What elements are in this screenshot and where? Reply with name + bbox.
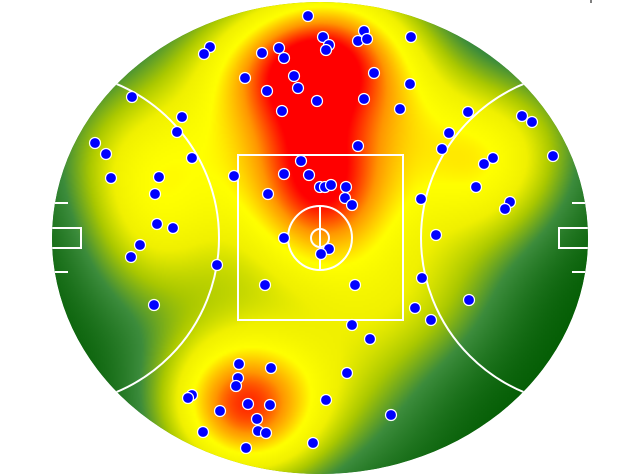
data-point-50: [261, 187, 275, 201]
data-point-28: [170, 125, 184, 139]
data-point-90: [306, 436, 320, 450]
left-50m-arc: [52, 70, 220, 406]
data-point-7: [319, 43, 333, 57]
data-point-5: [404, 30, 418, 44]
data-point-42: [277, 167, 291, 181]
data-point-65: [415, 271, 429, 285]
data-point-81: [319, 393, 333, 407]
data-point-78: [229, 379, 243, 393]
data-point-63: [124, 250, 138, 264]
data-point-60: [133, 238, 147, 252]
data-point-21: [125, 90, 139, 104]
right-goal-square: [558, 227, 588, 249]
data-point-18: [403, 77, 417, 91]
data-point-25: [175, 110, 189, 124]
data-point-89: [196, 425, 210, 439]
data-point-38: [294, 154, 308, 168]
data-point-67: [348, 278, 362, 292]
data-point-75: [264, 361, 278, 375]
data-point-59: [429, 228, 443, 242]
data-point-88: [259, 426, 273, 440]
data-point-22: [393, 102, 407, 116]
data-point-68: [462, 293, 476, 307]
data-point-44: [469, 180, 483, 194]
data-point-31: [99, 147, 113, 161]
data-point-57: [166, 221, 180, 235]
data-point-71: [424, 313, 438, 327]
data-point-77: [340, 366, 354, 380]
data-point-86: [250, 412, 264, 426]
data-point-20: [357, 92, 371, 106]
right-50m-arc: [420, 70, 588, 406]
centre-square: [237, 154, 404, 321]
points-layer: [88, 9, 560, 455]
data-point-53: [414, 192, 428, 206]
data-point-58: [277, 231, 291, 245]
data-point-72: [345, 318, 359, 332]
data-point-19: [310, 94, 324, 108]
data-point-43: [302, 168, 316, 182]
data-point-70: [408, 301, 422, 315]
data-point-2: [316, 30, 330, 44]
data-point-24: [461, 105, 475, 119]
data-point-16: [260, 84, 274, 98]
data-point-15: [238, 71, 252, 85]
data-point-41: [227, 169, 241, 183]
data-point-66: [258, 278, 272, 292]
data-point-55: [498, 202, 512, 216]
data-point-36: [477, 157, 491, 171]
data-point-52: [345, 198, 359, 212]
data-point-82: [241, 397, 255, 411]
data-point-91: [239, 441, 253, 455]
data-point-73: [363, 332, 377, 346]
data-point-26: [515, 109, 529, 123]
data-point-62: [314, 247, 328, 261]
data-point-49: [148, 187, 162, 201]
data-point-64: [210, 258, 224, 272]
data-point-4: [360, 32, 374, 46]
data-point-69: [147, 298, 161, 312]
data-point-32: [351, 139, 365, 153]
data-point-13: [367, 66, 381, 80]
data-point-33: [435, 142, 449, 156]
data-point-35: [486, 151, 500, 165]
data-point-10: [197, 47, 211, 61]
data-point-47: [324, 178, 338, 192]
data-point-0: [301, 9, 315, 23]
data-point-84: [213, 404, 227, 418]
left-goal-square: [52, 227, 82, 249]
data-point-29: [442, 126, 456, 140]
data-point-56: [150, 217, 164, 231]
data-point-48: [339, 180, 353, 194]
data-point-39: [104, 171, 118, 185]
data-point-14: [287, 69, 301, 83]
data-point-85: [384, 408, 398, 422]
data-point-40: [152, 170, 166, 184]
data-point-34: [546, 149, 560, 163]
data-point-11: [255, 46, 269, 60]
data-point-74: [232, 357, 246, 371]
data-point-30: [88, 136, 102, 150]
data-point-12: [277, 51, 291, 65]
data-point-83: [263, 398, 277, 412]
data-point-27: [525, 115, 539, 129]
data-point-23: [275, 104, 289, 118]
data-point-37: [185, 151, 199, 165]
data-point-80: [181, 391, 195, 405]
data-point-8: [272, 41, 286, 55]
data-point-17: [291, 81, 305, 95]
